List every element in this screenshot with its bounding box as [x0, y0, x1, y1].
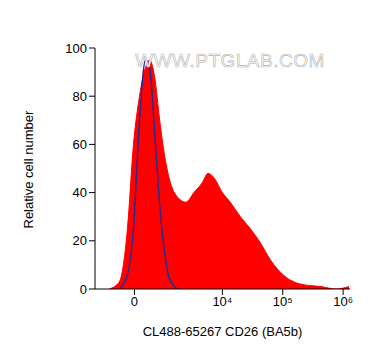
svg-text:20: 20 [73, 233, 87, 248]
svg-text:10⁵: 10⁵ [273, 294, 293, 309]
svg-text:80: 80 [73, 89, 87, 104]
html-text:WWW.PTGLAB.COM: WWW.PTGLAB.COM [135, 50, 325, 71]
svg-text:Relative cell number: Relative cell number [21, 110, 36, 228]
svg-text:0: 0 [131, 294, 138, 309]
svg-text:CL488-65267 CD26 (BA5b): CL488-65267 CD26 (BA5b) [143, 324, 303, 339]
svg-text:10⁶: 10⁶ [333, 294, 353, 309]
svg-text:60: 60 [73, 137, 87, 152]
svg-text:40: 40 [73, 185, 87, 200]
svg-text:0: 0 [80, 282, 87, 297]
svg-text:100: 100 [65, 41, 87, 56]
svg-text:10⁴: 10⁴ [212, 294, 232, 309]
